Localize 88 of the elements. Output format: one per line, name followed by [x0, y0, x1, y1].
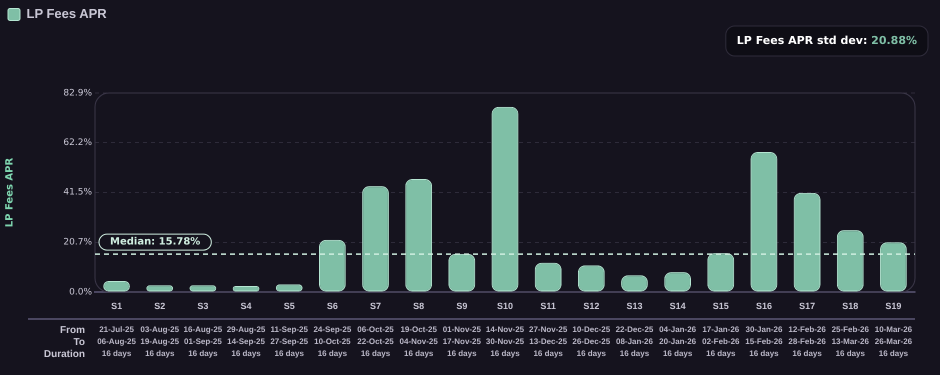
text: 16 days — [188, 349, 218, 358]
text: 28-Feb-26 — [788, 337, 826, 346]
x-tick-label: S12 — [583, 300, 600, 311]
x-tick-label: S4 — [240, 300, 252, 311]
text: 11-Sep-25 — [270, 325, 308, 334]
text: 13-Mar-26 — [832, 337, 870, 346]
text: 16 days — [447, 349, 478, 358]
text: 01-Sep-25 — [184, 337, 222, 346]
text: 16 days — [792, 349, 822, 358]
text: 13-Dec-25 — [529, 337, 568, 346]
text: 30-Nov-25 — [486, 337, 525, 346]
text: 16-Aug-25 — [184, 325, 223, 334]
text: 20-Jan-26 — [659, 337, 697, 346]
x-tick-label: S3 — [197, 300, 208, 311]
text: 10-Mar-26 — [874, 325, 913, 334]
x-tick-label: S8 — [413, 300, 424, 311]
text: 26-Mar-26 — [874, 337, 913, 346]
text: 16 days — [706, 349, 736, 358]
y-axis-title: LP Fees APR — [4, 158, 16, 228]
text: Duration — [44, 348, 85, 360]
text: 16 days — [274, 349, 304, 358]
text: 03-Aug-25 — [140, 325, 180, 334]
y-tick-label: 20.7% — [63, 238, 92, 248]
text: 16 days — [662, 349, 693, 358]
text: 24-Sep-25 — [313, 325, 352, 334]
text: 16 days — [490, 349, 520, 358]
text: 06-Oct-25 — [357, 325, 394, 334]
x-tick-label: S10 — [496, 300, 514, 311]
x-tick-label: S15 — [712, 300, 729, 311]
text: 16 days — [620, 349, 650, 358]
text: 16 days — [836, 349, 866, 358]
text: 12-Feb-26 — [788, 325, 826, 334]
text: 29-Aug-25 — [226, 325, 266, 334]
text: 26-Dec-25 — [572, 337, 611, 346]
text: 01-Nov-25 — [442, 325, 482, 334]
text: 04-Jan-26 — [659, 325, 697, 334]
text: 16 days — [318, 349, 348, 358]
text: 27-Sep-25 — [270, 337, 309, 346]
text: 16 days — [360, 349, 391, 358]
text: 16 days — [533, 349, 564, 358]
y-tick-label: 0.0% — [69, 287, 92, 298]
text: 02-Feb-26 — [702, 337, 740, 346]
text: 16 days — [404, 349, 434, 358]
text: 14-Sep-25 — [227, 337, 266, 346]
y-tick-label: 82.9% — [63, 88, 92, 98]
x-tick-label: S6 — [326, 300, 338, 311]
text: 17-Jan-26 — [702, 325, 740, 334]
x-tick-label: S5 — [284, 300, 295, 311]
x-tick-label: S9 — [456, 300, 468, 311]
x-tick-label: S14 — [670, 300, 686, 311]
text: 22-Oct-25 — [357, 337, 394, 346]
legend-label: LP Fees APR — [26, 6, 108, 22]
x-tick-label: S11 — [540, 300, 556, 311]
text: 25-Feb-26 — [832, 325, 870, 334]
x-tick-label: S13 — [626, 300, 642, 311]
text: 08-Jan-26 — [616, 337, 654, 346]
y-tick-label: 62.2% — [63, 138, 92, 148]
text: 17-Nov-25 — [442, 337, 482, 346]
x-tick-label: S18 — [842, 300, 858, 311]
x-tick-label: S2 — [154, 300, 166, 311]
text: 10-Dec-25 — [572, 325, 611, 334]
x-tick-label: S7 — [370, 300, 382, 311]
text: 19-Oct-25 — [400, 325, 438, 334]
text: 19-Aug-25 — [140, 337, 180, 346]
text: 15-Feb-26 — [745, 337, 784, 346]
text: 10-Oct-25 — [314, 337, 352, 346]
text: 16 days — [878, 349, 909, 358]
chart-subtitle: LP Fees APR std dev: 20.88% — [736, 34, 918, 47]
text: 22-Dec-25 — [616, 325, 654, 334]
text: 16 days — [576, 349, 607, 358]
text: 14-Nov-25 — [486, 325, 525, 334]
x-tick-label: S17 — [799, 300, 816, 311]
ref-line-label: Median: 15.78% — [110, 236, 200, 248]
text: 16 days — [231, 349, 262, 358]
text: 16 days — [145, 349, 175, 358]
text: 16 days — [102, 349, 132, 358]
y-tick-label: 41.5% — [63, 188, 92, 198]
x-tick-label: S1 — [111, 300, 122, 311]
text: 30-Jan-26 — [745, 325, 783, 334]
text: 06-Aug-25 — [97, 337, 136, 346]
x-tick-label: S16 — [756, 300, 772, 311]
text: 21-Jul-25 — [99, 325, 134, 334]
text: To — [74, 336, 85, 348]
text: 27-Nov-25 — [529, 325, 568, 334]
text: 16 days — [749, 349, 780, 358]
text: 04-Nov-25 — [400, 337, 438, 346]
text: From — [60, 324, 86, 336]
x-tick-label: S19 — [885, 300, 902, 311]
